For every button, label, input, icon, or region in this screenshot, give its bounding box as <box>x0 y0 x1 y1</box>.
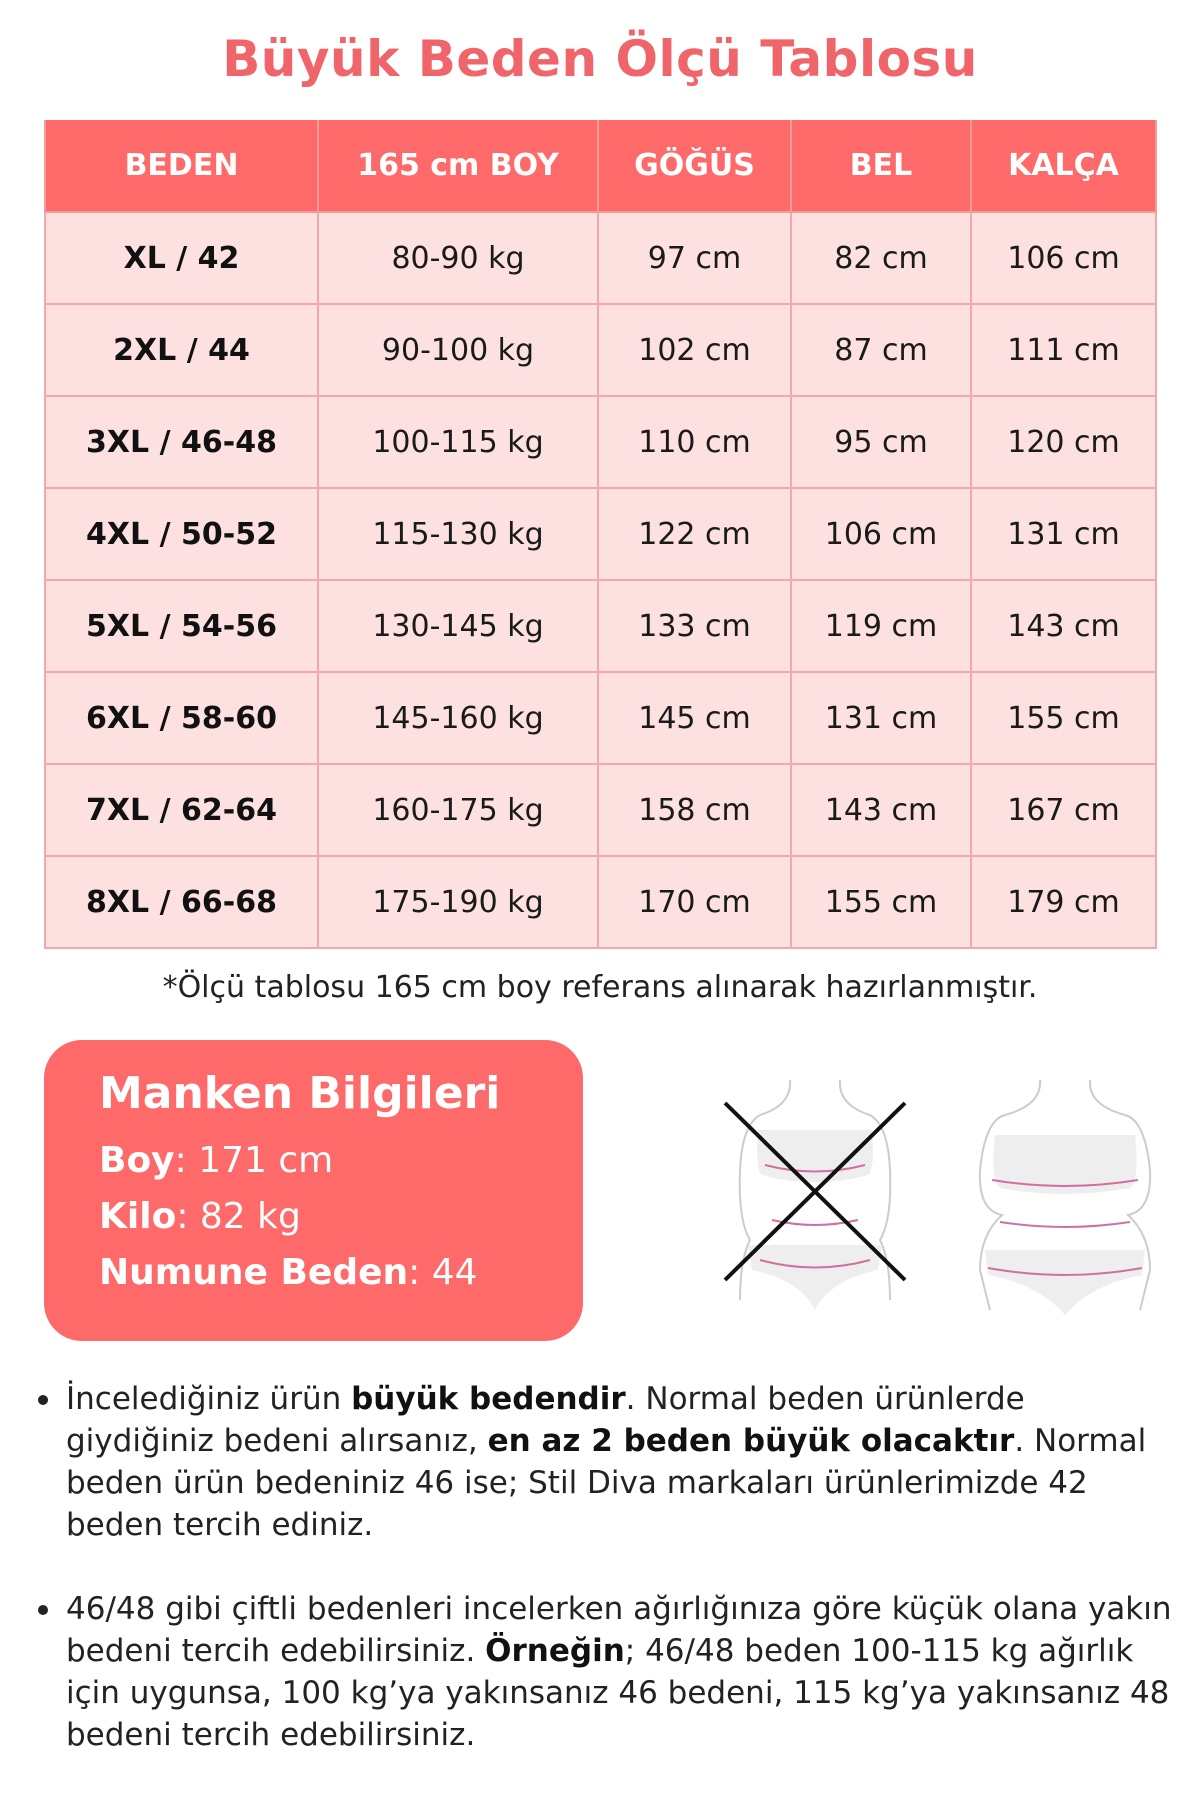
value-cell: 111 cm <box>970 303 1157 397</box>
size-label: Numune Beden <box>99 1252 409 1293</box>
value-cell: 133 cm <box>597 579 792 673</box>
value-cell: 120 cm <box>970 395 1157 489</box>
value-cell: 97 cm <box>597 211 792 305</box>
model-size: Numune Beden: 44 <box>99 1245 583 1301</box>
value-cell: 155 cm <box>970 671 1157 765</box>
value-cell: 160-175 kg <box>317 763 599 857</box>
value-cell: 102 cm <box>597 303 792 397</box>
bold-text: en az 2 beden büyük olacaktır <box>487 1423 1015 1459</box>
model-info-heading: Manken Bilgileri <box>99 1068 501 1119</box>
table-row: XL / 42 80-90 kg 97 cm 82 cm 106 cm <box>44 211 1157 305</box>
table-row: 8XL / 66-68 175-190 kg 170 cm 155 cm 179 cm <box>44 855 1157 949</box>
size-cell: 7XL / 62-64 <box>44 763 319 857</box>
text: . Normal beden ürün bedeniniz 46 ise; St… <box>66 1423 1147 1543</box>
column-header: KALÇA <box>970 120 1157 213</box>
text: 46/48 gibi çiftli bedenleri incelerken a… <box>66 1591 1172 1669</box>
value-cell: 106 cm <box>970 211 1157 305</box>
value-cell: 106 cm <box>790 487 972 581</box>
value-cell: 145 cm <box>597 671 792 765</box>
text: ; 46/48 beden 100-115 kg ağırlık için uy… <box>66 1633 1170 1753</box>
body-shape-illustration <box>723 1079 1152 1315</box>
value-cell: 100-115 kg <box>317 395 599 489</box>
value-cell: 131 cm <box>790 671 972 765</box>
column-header: BEDEN <box>44 120 319 213</box>
table-row: 7XL / 62-64 160-175 kg 158 cm 143 cm 167 cm <box>44 763 1157 857</box>
model-weight: Kilo: 82 kg <box>99 1189 583 1245</box>
size-cell: XL / 42 <box>44 211 319 305</box>
value-cell: 90-100 kg <box>317 303 599 397</box>
size-cell: 4XL / 50-52 <box>44 487 319 581</box>
bullet-item: 46/48 gibi çiftli bedenleri incelerken a… <box>30 1588 1180 1756</box>
model-info-card: Manken Bilgileri Boy: 171 cm Kilo: 82 kg… <box>44 1040 583 1341</box>
size-cell: 8XL / 66-68 <box>44 855 319 949</box>
column-header: GÖĞÜS <box>597 120 792 213</box>
size-value: : 44 <box>408 1252 478 1293</box>
size-cell: 5XL / 54-56 <box>44 579 319 673</box>
column-header: 165 cm BOY <box>317 120 599 213</box>
weight-label: Kilo <box>99 1196 177 1237</box>
value-cell: 167 cm <box>970 763 1157 857</box>
bold-text: Örneğin <box>485 1633 625 1669</box>
value-cell: 170 cm <box>597 855 792 949</box>
page-title: Büyük Beden Ölçü Tablosu <box>222 30 978 88</box>
text: . Normal beden ürünlerde giydiğiniz bede… <box>66 1381 1025 1459</box>
table-row: 6XL / 58-60 145-160 kg 145 cm 131 cm 155 cm <box>44 671 1157 765</box>
value-cell: 175-190 kg <box>317 855 599 949</box>
value-cell: 145-160 kg <box>317 671 599 765</box>
weight-value: : 82 kg <box>176 1196 301 1237</box>
table-row: 2XL / 44 90-100 kg 102 cm 87 cm 111 cm <box>44 303 1157 397</box>
value-cell: 110 cm <box>597 395 792 489</box>
wrong-body-figure <box>738 1079 892 1310</box>
table-note: *Ölçü tablosu 165 cm boy referans alınar… <box>162 970 1038 1005</box>
table-row: 4XL / 50-52 115-130 kg 122 cm 106 cm 131 cm <box>44 487 1157 581</box>
value-cell: 143 cm <box>790 763 972 857</box>
size-cell: 3XL / 46-48 <box>44 395 319 489</box>
correct-body-figure <box>978 1079 1152 1315</box>
value-cell: 80-90 kg <box>317 211 599 305</box>
size-table: BEDEN 165 cm BOY GÖĞÜS BEL KALÇA XL / 42 80-9… <box>44 120 1157 949</box>
value-cell: 131 cm <box>970 487 1157 581</box>
table-row: 3XL / 46-48 100-115 kg 110 cm 95 cm 120 cm <box>44 395 1157 489</box>
value-cell: 179 cm <box>970 855 1157 949</box>
value-cell: 119 cm <box>790 579 972 673</box>
table-row: 5XL / 54-56 130-145 kg 133 cm 119 cm 143 cm <box>44 579 1157 673</box>
bullet-item: İncelediğiniz ürün büyük bedendir. Norma… <box>30 1378 1180 1546</box>
bold-text: büyük bedendir <box>351 1381 626 1417</box>
size-cell: 2XL / 44 <box>44 303 319 397</box>
value-cell: 115-130 kg <box>317 487 599 581</box>
table-header-row: BEDEN 165 cm BOY GÖĞÜS BEL KALÇA <box>44 120 1157 213</box>
column-header: BEL <box>790 120 972 213</box>
height-label: Boy <box>99 1140 175 1181</box>
value-cell: 158 cm <box>597 763 792 857</box>
value-cell: 130-145 kg <box>317 579 599 673</box>
text: İncelediğiniz ürün <box>66 1381 352 1417</box>
value-cell: 82 cm <box>790 211 972 305</box>
size-cell: 6XL / 58-60 <box>44 671 319 765</box>
value-cell: 95 cm <box>790 395 972 489</box>
value-cell: 155 cm <box>790 855 972 949</box>
info-bullet-list: İncelediğiniz ürün büyük bedendir. Norma… <box>30 1378 1180 1798</box>
height-value: : 171 cm <box>174 1140 334 1181</box>
value-cell: 122 cm <box>597 487 792 581</box>
value-cell: 143 cm <box>970 579 1157 673</box>
cross-icon <box>723 1101 907 1282</box>
value-cell: 87 cm <box>790 303 972 397</box>
model-height: Boy: 171 cm <box>99 1133 583 1189</box>
